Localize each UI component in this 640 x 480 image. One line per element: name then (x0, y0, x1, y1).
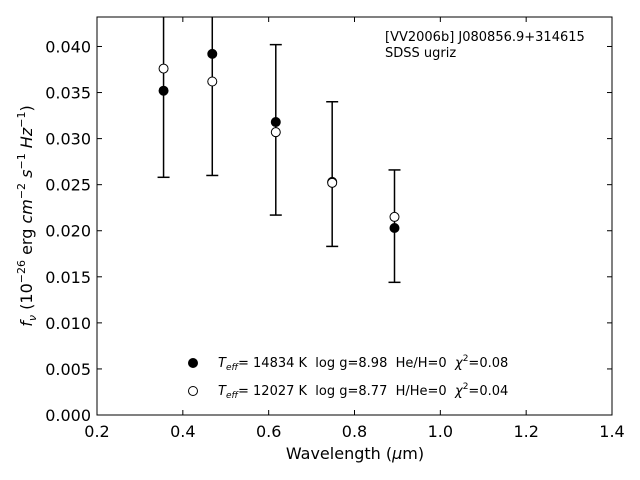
x-tick-label: 1.0 (428, 422, 453, 441)
y-tick-label: 0.030 (45, 130, 91, 149)
legend: Teff= 14834 K log g=8.98 He/H=0 χ2=0.08 … (188, 354, 508, 401)
legend-marker-model-1 (188, 358, 198, 368)
error-bars (157, 17, 401, 284)
y-tick-label: 0.005 (45, 360, 91, 379)
x-tick-label: 1.4 (599, 422, 624, 441)
x-tick-label: 0.8 (342, 422, 367, 441)
x-tick-label: 1.2 (513, 422, 538, 441)
point-model-1 (389, 222, 400, 233)
legend-label-model-2: Teff= 12027 K log g=8.77 H/He=0 χ2=0.04 (218, 382, 508, 401)
data-points (158, 48, 400, 233)
annotation-filter-set: SDSS ugriz (385, 46, 456, 61)
y-tick-label: 0.010 (45, 314, 91, 333)
y-axis-ticks: 0.000 0.005 0.010 0.015 0.020 0.025 0.030 0.035… (45, 37, 612, 425)
point-model-1 (270, 117, 281, 128)
y-axis-label: fν (10−26 erg cm−2 s−1 Hz−1) (15, 105, 39, 326)
point-model-1 (207, 48, 218, 59)
point-model-2 (207, 76, 218, 87)
point-model-2 (389, 211, 400, 222)
y-tick-label: 0.000 (45, 406, 91, 425)
legend-label-model-1: Teff= 14834 K log g=8.98 He/H=0 χ2=0.08 (218, 354, 508, 373)
x-axis-label: Wavelength (μm) (286, 444, 424, 463)
annotation-object-name: [VV2006b] J080856.9+314615 (385, 30, 585, 45)
x-tick-label: 0.4 (170, 422, 195, 441)
y-tick-label: 0.040 (45, 37, 91, 56)
y-tick-label: 0.015 (45, 268, 91, 287)
y-tick-label: 0.020 (45, 222, 91, 241)
legend-marker-model-2 (188, 386, 198, 396)
y-tick-label: 0.025 (45, 176, 91, 195)
x-axis-ticks: 0.2 0.4 0.6 0.8 1.0 1.2 1.4 (84, 17, 625, 441)
x-tick-label: 0.2 (84, 422, 109, 441)
point-model-2 (327, 177, 338, 188)
point-model-2 (158, 63, 169, 74)
y-tick-label: 0.035 (45, 84, 91, 103)
x-tick-label: 0.6 (256, 422, 281, 441)
point-model-2 (270, 127, 281, 138)
point-model-1 (158, 85, 169, 96)
